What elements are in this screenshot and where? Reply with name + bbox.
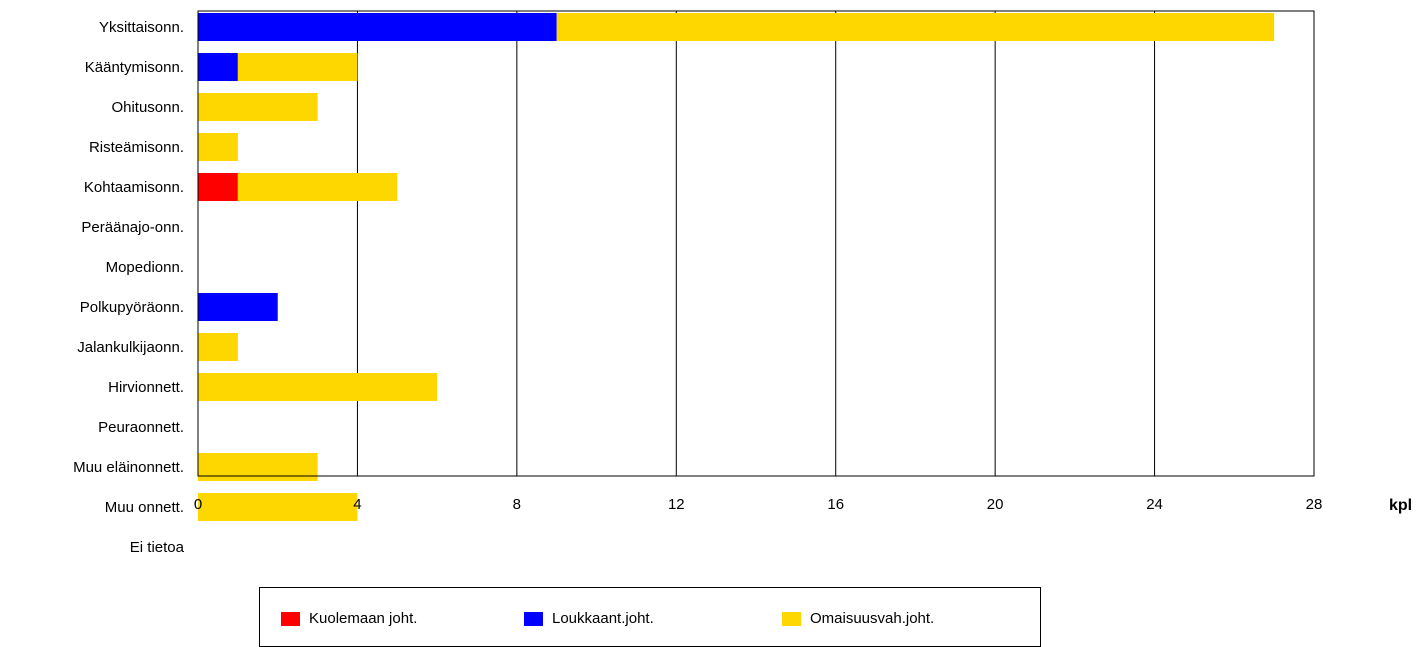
category-label: Mopedionn. (106, 259, 184, 276)
category-label: Muu eläinonnett. (73, 459, 184, 476)
bar-segment-series-1 (198, 13, 557, 41)
category-labels: Yksittaisonn. Kääntymisonn. Ohitusonn. Rist… (73, 19, 185, 556)
legend-swatch-series-0 (281, 611, 300, 626)
x-tick-label: 8 (513, 496, 521, 513)
plot-area-frame (197, 10, 1315, 477)
bar-segment-series-2 (556, 13, 1275, 41)
legend-item-series-0: Kuolemaan joht. (281, 610, 417, 627)
category-label: Risteämisonn. (89, 139, 184, 156)
bar-segment-series-2 (237, 53, 358, 81)
category-label: Yksittaisonn. (99, 19, 184, 36)
legend-label-series-0: Kuolemaan joht. (309, 610, 418, 627)
category-label: Polkupyöräonn. (80, 299, 184, 316)
legend: Kuolemaan joht. Loukkaant.joht. Omaisuus… (259, 587, 1041, 647)
x-tick-label: 16 (827, 496, 844, 513)
x-tick-label: 12 (668, 496, 685, 513)
bars (198, 13, 1275, 521)
category-label: Ohitusonn. (111, 99, 184, 116)
x-tick-label: 24 (1146, 496, 1163, 513)
legend-swatch-series-1 (524, 611, 543, 626)
category-label: Kääntymisonn. (85, 59, 184, 76)
x-tick-labels: 0 4 8 12 16 20 24 28 (194, 496, 1323, 513)
x-tick-label: 20 (987, 496, 1004, 513)
legend-item-series-2: Omaisuusvah.joht. (782, 610, 934, 627)
x-tick-label: 4 (353, 496, 361, 513)
category-label: Muu onnett. (105, 499, 184, 516)
bar-segment-series-2 (198, 93, 318, 121)
bar-segment-series-0 (198, 173, 238, 201)
x-axis-unit-label: kpl (1389, 497, 1412, 514)
x-tick-label: 0 (194, 496, 202, 513)
legend-swatch-series-2 (782, 611, 801, 626)
category-label: Hirvionnett. (108, 379, 184, 396)
legend-label-series-2: Omaisuusvah.joht. (810, 610, 935, 627)
bar-segment-series-1 (198, 53, 238, 81)
bar-segment-series-2 (198, 133, 238, 161)
bar-segment-series-2 (237, 173, 398, 201)
bar-segment-series-2 (198, 373, 438, 401)
bar-segment-series-2 (198, 333, 238, 361)
category-label: Peuraonnett. (98, 419, 184, 436)
bar-segment-series-2 (198, 493, 358, 521)
bar-segment-series-2 (198, 453, 318, 481)
category-label: Jalankulkijaonn. (77, 339, 184, 356)
x-tick-label: 28 (1306, 496, 1323, 513)
chart: Yksittaisonn. Kääntymisonn. Ohitusonn. Rist… (73, 10, 1412, 556)
category-label: Ei tietoa (130, 539, 185, 556)
legend-item-series-1: Loukkaant.joht. (524, 610, 654, 627)
grid-lines (356, 11, 1156, 476)
category-label: Peräänajo-onn. (81, 219, 184, 236)
category-label: Kohtaamisonn. (84, 179, 184, 196)
bar-segment-series-1 (198, 293, 278, 321)
legend-label-series-1: Loukkaant.joht. (552, 610, 654, 627)
